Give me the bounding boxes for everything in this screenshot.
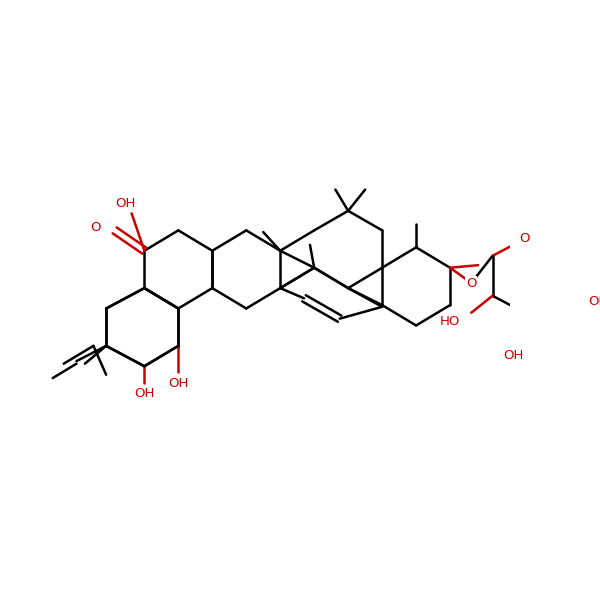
Text: O: O xyxy=(520,232,530,245)
Text: O: O xyxy=(91,221,101,235)
Text: HO: HO xyxy=(440,315,460,328)
Text: OH: OH xyxy=(503,349,524,362)
Text: OH: OH xyxy=(589,295,600,308)
Text: OH: OH xyxy=(168,377,188,390)
Text: OH: OH xyxy=(134,387,155,400)
Text: O: O xyxy=(466,277,476,290)
Text: OH: OH xyxy=(115,197,136,209)
